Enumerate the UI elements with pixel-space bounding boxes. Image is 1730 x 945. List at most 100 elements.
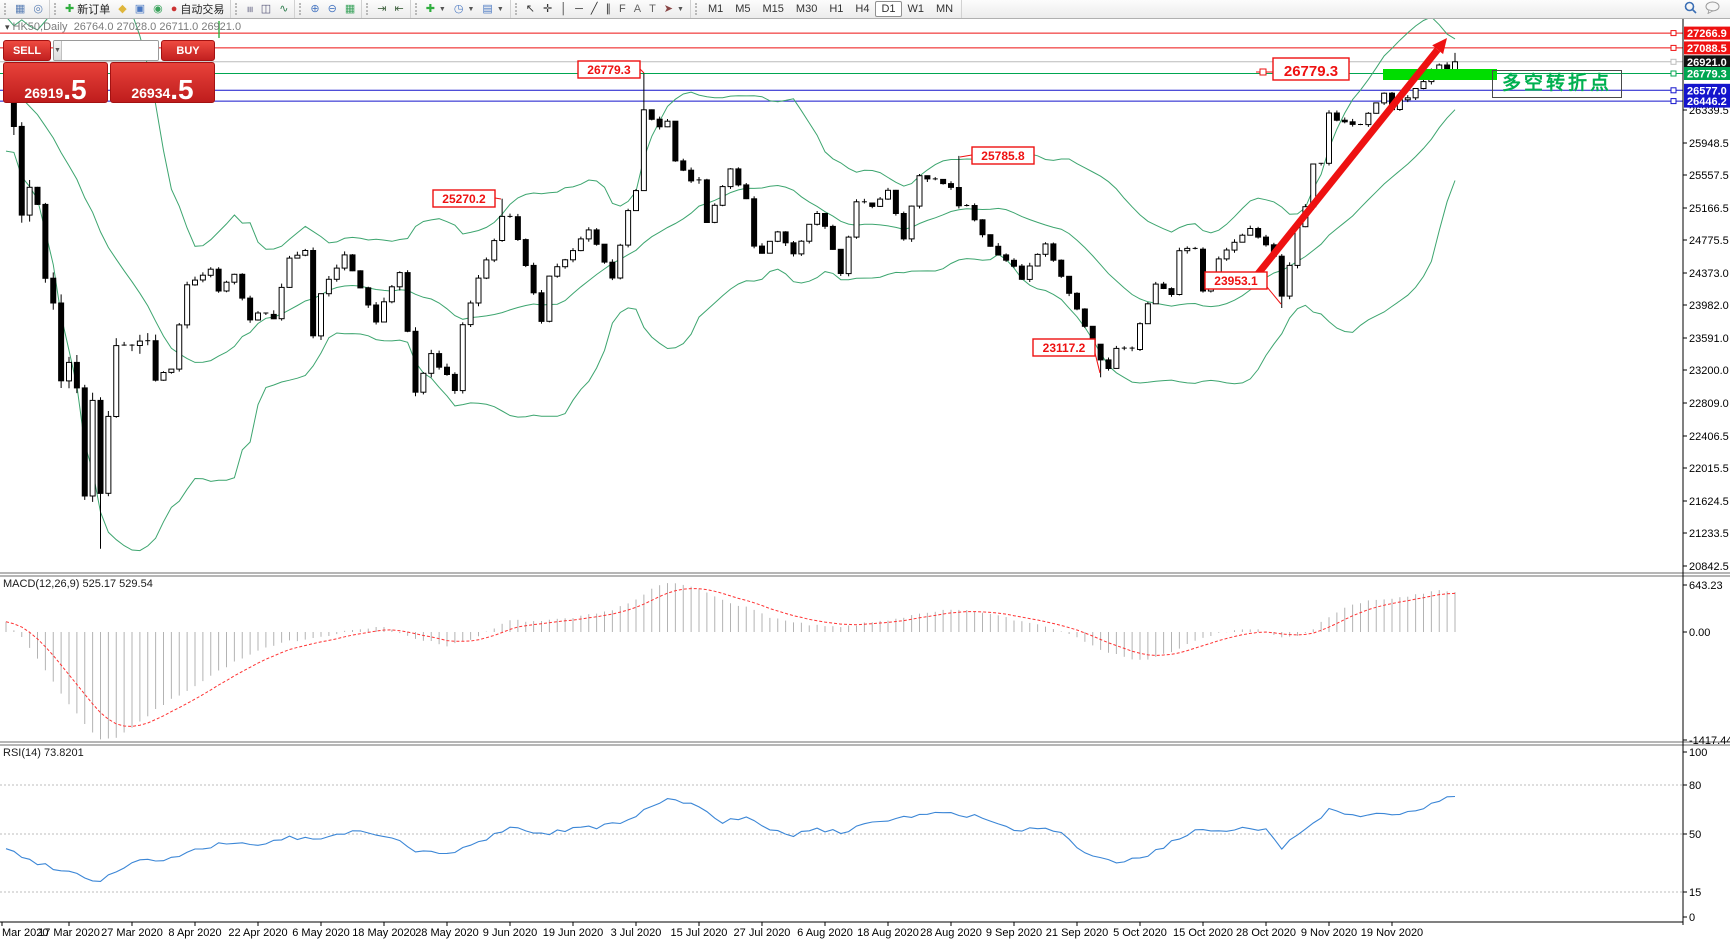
highlight-bar[interactable]	[1383, 69, 1497, 80]
zoom-out-icon[interactable]: ⊖	[324, 0, 341, 18]
profile-search-icon[interactable]: ◎	[29, 0, 47, 18]
panel-separators[interactable]	[0, 572, 1730, 746]
toolbar-grip[interactable]	[4, 3, 9, 15]
horizontal-line-icon[interactable]: ─	[571, 0, 587, 18]
svg-text:80: 80	[1689, 780, 1701, 792]
auto-scroll-icon[interactable]: ⇥	[373, 0, 390, 18]
timeframe-H1[interactable]: H1	[829, 3, 844, 15]
svg-text:3 Jul 2020: 3 Jul 2020	[611, 927, 662, 939]
svg-text:26921.0: 26921.0	[1687, 57, 1727, 69]
chat-icon[interactable]	[1705, 1, 1720, 17]
zoom-in-icon[interactable]: ⊕	[306, 0, 323, 18]
svg-text:23591.0: 23591.0	[1689, 333, 1729, 345]
toolbar-grip[interactable]	[299, 3, 304, 15]
svg-text:9 Nov 2020: 9 Nov 2020	[1301, 927, 1357, 939]
arrows-icon[interactable]: ➤ ▼	[660, 0, 688, 18]
svg-text:26577.0: 26577.0	[1687, 85, 1727, 97]
price-annotations[interactable]: 26779.3 25270.2 25785.8 23953.1 23117.2 26779…	[432, 57, 1350, 374]
timeframe-W1[interactable]: W1	[907, 3, 925, 15]
svg-text:26779.3: 26779.3	[1284, 63, 1338, 80]
svg-text:22809.0: 22809.0	[1689, 398, 1729, 410]
timeframe-M30[interactable]: M30	[795, 3, 818, 15]
svg-text:9 Sep 2020: 9 Sep 2020	[986, 927, 1042, 939]
candlestick-chart-icon: ◫	[260, 2, 272, 15]
fibonacci-icon[interactable]: F	[615, 0, 630, 18]
svg-text:19 Nov 2020: 19 Nov 2020	[1361, 927, 1423, 939]
sell-price-main: 26919	[24, 84, 64, 101]
svg-text:15 Jul 2020: 15 Jul 2020	[671, 927, 728, 939]
signals-icon[interactable]: ◉	[149, 0, 167, 18]
autotrading-button[interactable]: ● 自动交易	[170, 2, 225, 16]
text-icon: A	[633, 2, 642, 15]
pivot-annotation[interactable]: 多空转折点	[1492, 70, 1622, 98]
candlestick-chart-icon[interactable]: ◫	[257, 0, 275, 18]
trend-arrow[interactable]	[1250, 38, 1447, 283]
timeframe-M5[interactable]: M5	[735, 3, 751, 15]
toolbar-grip[interactable]	[366, 3, 371, 15]
chart-shift-icon[interactable]: ⇤	[390, 0, 407, 18]
toolbar-grip[interactable]	[414, 3, 420, 15]
collapse-panel-icon[interactable]: ▾	[5, 22, 10, 32]
objects-icon[interactable]: ◆	[114, 0, 130, 18]
timeframe-D1[interactable]: D1	[875, 1, 902, 17]
line-chart-icon[interactable]: ∿	[275, 0, 292, 18]
timeframe-MN[interactable]: MN	[936, 3, 954, 15]
profile-search-icon: ◎	[33, 2, 44, 15]
market-watch-icon[interactable]: ▣	[131, 0, 149, 18]
buy-price-main: 26934	[131, 84, 171, 101]
svg-text:15: 15	[1689, 887, 1701, 899]
text-icon[interactable]: A	[630, 0, 645, 18]
volume-input[interactable]	[61, 41, 158, 60]
timeframe-group: M1 M5 M15 M30 H1 H4 D1 W1 MN	[691, 0, 963, 18]
templates-icon[interactable]: ▤ ▼	[478, 0, 507, 18]
indicators-icon[interactable]: ✚ ▼	[422, 0, 450, 18]
volume-decrease-icon[interactable]: ▼	[54, 41, 62, 60]
chart-shift-icon: ⇤	[394, 2, 404, 15]
svg-text:23200.0: 23200.0	[1689, 365, 1729, 377]
toolbar-grip[interactable]	[54, 3, 59, 15]
search-icon[interactable]	[1684, 1, 1697, 17]
vertical-line-icon[interactable]: │	[556, 0, 571, 18]
label-icon[interactable]: T	[645, 0, 660, 18]
tile-windows-icon[interactable]: ▦	[341, 0, 359, 18]
svg-text:24775.5: 24775.5	[1689, 235, 1729, 247]
autotrading-button: ●	[170, 2, 178, 15]
periods-icon[interactable]: ◷ ▼	[450, 0, 479, 18]
toolbar-group: ✚ ▼ ◷ ▼ ▤ ▼	[411, 0, 511, 18]
chevron-down-icon: ▼	[677, 5, 684, 13]
volume-stepper: ▼ ▲	[53, 40, 159, 61]
buy-price-box[interactable]: 26934.5	[110, 62, 215, 103]
toolbar-grip[interactable]	[514, 3, 520, 15]
svg-text:23982.0: 23982.0	[1689, 300, 1729, 312]
svg-text:28 May 2020: 28 May 2020	[415, 927, 479, 939]
svg-text:23117.2: 23117.2	[1043, 341, 1086, 355]
chevron-down-icon: ▼	[438, 5, 446, 13]
one-click-trading-panel: SELL ▼ ▲ BUY 26919.5 26934.5	[3, 40, 215, 103]
svg-text:21 Sep 2020: 21 Sep 2020	[1046, 927, 1108, 939]
zoom-out-icon: ⊖	[327, 2, 337, 15]
rsi-levels	[0, 784, 1683, 893]
timeframe-M1[interactable]: M1	[707, 3, 724, 15]
toolbar-grip[interactable]	[235, 3, 240, 15]
timeframe-H4[interactable]: H4	[855, 3, 870, 15]
channel-icon[interactable]: ∥	[601, 0, 615, 18]
cursor-icon[interactable]: ↖	[522, 0, 539, 18]
templates-icon: ▤	[482, 2, 493, 15]
toolbar-group: ✚ 新订单 ◆ ▣ ◉ ● 自动交易	[50, 0, 232, 18]
buy-button[interactable]: BUY	[161, 40, 215, 61]
svg-text:5 Oct 2020: 5 Oct 2020	[1113, 927, 1167, 939]
bar-chart-icon[interactable]: ≡	[242, 0, 256, 18]
trendline-icon[interactable]: ╱	[587, 0, 602, 18]
sell-price-box[interactable]: 26919.5	[3, 62, 108, 103]
timeframe-M15[interactable]: M15	[762, 3, 784, 15]
new-order-button: ✚	[65, 2, 75, 15]
svg-text:20842.5: 20842.5	[1689, 561, 1729, 573]
new-order-button[interactable]: ✚ 新订单	[65, 2, 111, 16]
svg-text:26779.3: 26779.3	[1687, 69, 1727, 81]
sell-button[interactable]: SELL	[3, 40, 51, 61]
charts-window-icon[interactable]: ▦	[11, 0, 29, 18]
crosshair-icon[interactable]: ✛	[539, 0, 556, 18]
svg-text:25948.5: 25948.5	[1689, 138, 1729, 150]
